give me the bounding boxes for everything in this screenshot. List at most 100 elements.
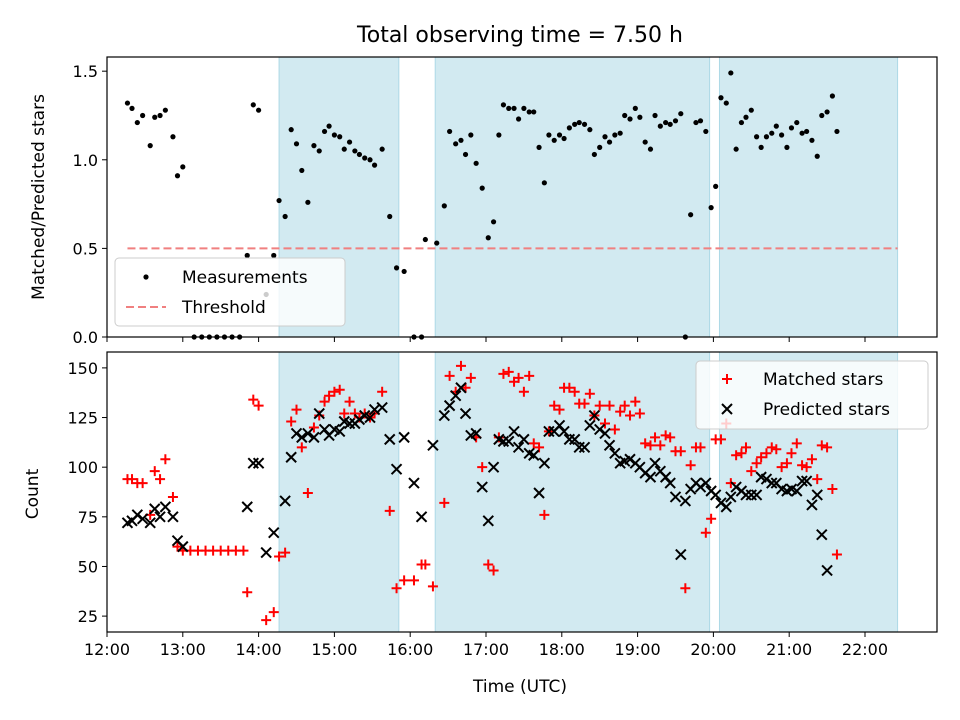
matched-stars-point bbox=[706, 513, 717, 524]
predicted-stars-point bbox=[578, 441, 591, 454]
matched-stars-point bbox=[286, 416, 297, 427]
count-y-tick-label: 75 bbox=[78, 508, 98, 527]
measurement-point bbox=[799, 130, 805, 136]
count-shaded-interval bbox=[434, 351, 711, 633]
x-tick-label: 12:00 bbox=[84, 640, 130, 659]
ratio-shaded-interval bbox=[718, 56, 899, 338]
x-tick-label: 13:00 bbox=[160, 640, 206, 659]
matched-stars-point bbox=[488, 565, 499, 576]
predicted-stars-point bbox=[241, 501, 253, 513]
measurement-point bbox=[773, 123, 779, 129]
predicted-stars-point bbox=[796, 475, 808, 487]
measurement-point bbox=[367, 157, 373, 163]
x-axis-label: Time (UTC) bbox=[472, 677, 567, 697]
matched-stars-point bbox=[280, 547, 291, 558]
matched-stars-point bbox=[377, 386, 388, 397]
measurement-point bbox=[672, 118, 679, 124]
matched-stars-point bbox=[439, 497, 450, 508]
ratio-shaded-interval bbox=[434, 56, 711, 338]
matched-stars-point bbox=[761, 448, 772, 459]
matched-stars-point bbox=[427, 581, 438, 592]
matched-stars-point bbox=[339, 408, 350, 419]
matched-stars-point bbox=[334, 384, 345, 395]
measurement-point bbox=[255, 107, 262, 113]
matched-stars-point bbox=[149, 466, 160, 477]
matched-stars-point bbox=[274, 551, 285, 562]
predicted-stars-point bbox=[664, 477, 676, 489]
matched-stars-point bbox=[579, 398, 590, 409]
predicted-stars-point bbox=[415, 511, 428, 523]
matched-stars-point bbox=[524, 370, 535, 381]
measurement-point bbox=[147, 143, 153, 149]
measurement-point bbox=[758, 144, 764, 150]
measurement-point bbox=[627, 116, 633, 122]
predicted-stars-point bbox=[750, 489, 763, 501]
measurement-point bbox=[362, 155, 368, 161]
matched-stars-point bbox=[801, 462, 812, 473]
ratio-y-tick-label: 1.0 bbox=[73, 151, 98, 170]
count-y-tick-label: 50 bbox=[78, 557, 98, 576]
matched-stars-point bbox=[137, 478, 148, 489]
ratio-y-axis-label: Matched/Predicted stars bbox=[29, 94, 49, 300]
measurement-point bbox=[703, 128, 709, 135]
measurement-point bbox=[299, 167, 305, 174]
measurement-point bbox=[473, 160, 479, 166]
x-tick-label: 16:00 bbox=[387, 640, 433, 659]
matched-stars-point bbox=[619, 400, 630, 411]
matched-stars-point bbox=[248, 394, 259, 405]
count-panel: Count 25 50 75 100 125 150 12:00 13:00 14:00 15:0… bbox=[23, 351, 938, 659]
predicted-stars-point bbox=[449, 389, 462, 402]
matched-stars-point bbox=[781, 458, 792, 469]
predicted-stars-point bbox=[470, 427, 482, 440]
matched-stars-point bbox=[600, 418, 610, 429]
measurement-point bbox=[341, 146, 347, 152]
x-tick-label: 20:00 bbox=[690, 640, 736, 659]
predicted-stars-point bbox=[800, 475, 813, 487]
predicted-stars-point bbox=[313, 407, 325, 420]
measurement-point bbox=[804, 128, 810, 135]
measurement-point bbox=[667, 121, 673, 127]
x-tick-label: 22:00 bbox=[842, 640, 888, 659]
ratio-y-tick-label: 0.5 bbox=[73, 239, 98, 258]
predicted-stars-point bbox=[806, 499, 818, 511]
matched-stars-point bbox=[776, 462, 787, 473]
measurement-point bbox=[170, 134, 176, 140]
predicted-stars-point bbox=[503, 435, 515, 448]
matched-stars-point bbox=[420, 559, 431, 570]
measurement-point bbox=[788, 125, 795, 131]
measurement-point bbox=[331, 132, 337, 138]
predicted-stars-point bbox=[700, 477, 712, 489]
x-tick-label: 19:00 bbox=[615, 640, 661, 659]
measurement-point bbox=[506, 105, 512, 111]
matched-stars-point bbox=[640, 438, 651, 449]
matched-stars-point bbox=[518, 386, 529, 397]
measurement-point bbox=[688, 212, 694, 218]
count-y-tick-label: 125 bbox=[67, 409, 98, 428]
measurement-point bbox=[748, 107, 754, 113]
matched-stars-point bbox=[268, 607, 279, 618]
predicted-stars-point bbox=[603, 439, 616, 452]
measurement-point bbox=[180, 164, 186, 170]
matched-stars-point bbox=[291, 404, 302, 415]
matched-stars-point bbox=[816, 440, 827, 451]
matched-stars-point bbox=[797, 460, 808, 471]
legend-label: Matched stars bbox=[763, 370, 883, 390]
predicted-stars-point bbox=[791, 485, 803, 497]
measurement-point bbox=[718, 95, 724, 101]
predicted-stars-point bbox=[482, 515, 494, 527]
measurement-point bbox=[282, 213, 288, 220]
matched-stars-point bbox=[806, 454, 817, 465]
measurement-point bbox=[733, 146, 739, 152]
measurement-point bbox=[647, 146, 654, 152]
matched-stars-point bbox=[324, 390, 335, 401]
measurement-point bbox=[174, 173, 181, 179]
predicted-stars-point bbox=[159, 501, 172, 513]
measurement-point bbox=[441, 203, 447, 209]
measurement-point bbox=[561, 135, 567, 142]
measurement-point bbox=[738, 119, 745, 126]
predicted-stars-point bbox=[558, 425, 570, 438]
measurement-point bbox=[434, 240, 440, 246]
measurement-point bbox=[587, 127, 593, 133]
ratio-axes-frame bbox=[106, 56, 938, 338]
matched-stars-point bbox=[455, 360, 466, 371]
